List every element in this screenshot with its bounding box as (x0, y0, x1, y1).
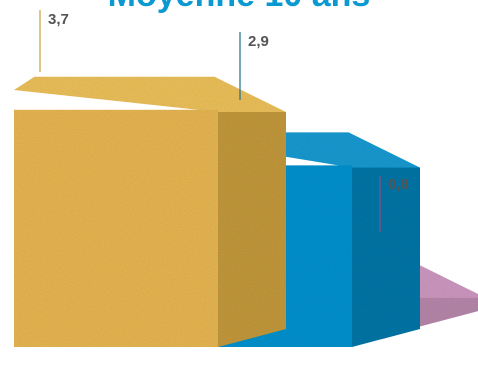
bar-1-front (14, 109, 218, 347)
chart-title: Moyenne 10 ans (0, 0, 478, 15)
bar-1 (14, 76, 286, 347)
value-label-3: 0,8 (388, 176, 409, 193)
bar-1-side (218, 90, 286, 347)
value-label-2: 2,9 (248, 33, 269, 50)
bar-1-top (14, 76, 286, 112)
bar-2-side (352, 145, 420, 347)
value-label-1: 3,7 (48, 11, 69, 28)
